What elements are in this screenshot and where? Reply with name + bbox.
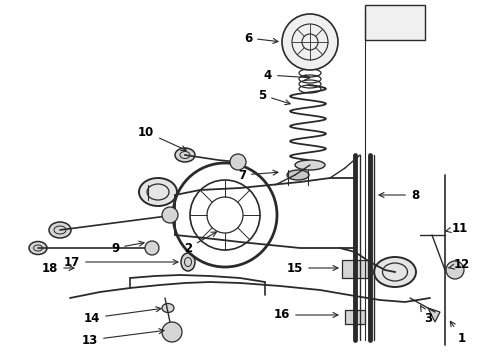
Text: 15: 15 <box>287 261 338 274</box>
Ellipse shape <box>374 257 416 287</box>
Text: 1: 1 <box>450 321 466 345</box>
Ellipse shape <box>162 303 174 312</box>
Text: 5: 5 <box>258 89 290 105</box>
FancyBboxPatch shape <box>342 260 368 278</box>
Text: 13: 13 <box>82 329 164 346</box>
Text: 17: 17 <box>64 256 178 269</box>
Text: 16: 16 <box>274 309 338 321</box>
Text: 6: 6 <box>244 32 278 45</box>
Ellipse shape <box>295 160 325 170</box>
FancyBboxPatch shape <box>345 310 365 324</box>
Ellipse shape <box>49 222 71 238</box>
Ellipse shape <box>175 148 195 162</box>
Polygon shape <box>428 308 440 322</box>
Circle shape <box>162 207 178 223</box>
Circle shape <box>282 14 338 70</box>
Circle shape <box>446 261 464 279</box>
Text: 3: 3 <box>420 306 432 324</box>
Text: 9: 9 <box>111 241 144 255</box>
Text: 2: 2 <box>184 232 217 255</box>
Text: 10: 10 <box>138 126 186 150</box>
Ellipse shape <box>139 178 177 206</box>
Ellipse shape <box>287 170 309 180</box>
Text: 11: 11 <box>446 221 468 234</box>
FancyBboxPatch shape <box>365 5 425 40</box>
Text: 8: 8 <box>379 189 419 202</box>
Text: 4: 4 <box>264 68 310 81</box>
Circle shape <box>230 154 246 170</box>
Text: 7: 7 <box>238 168 278 181</box>
Text: 14: 14 <box>84 307 161 324</box>
Text: 12: 12 <box>448 258 470 271</box>
Circle shape <box>162 322 182 342</box>
Text: 18: 18 <box>42 261 74 274</box>
Ellipse shape <box>29 242 47 255</box>
Circle shape <box>145 241 159 255</box>
Ellipse shape <box>181 253 195 271</box>
